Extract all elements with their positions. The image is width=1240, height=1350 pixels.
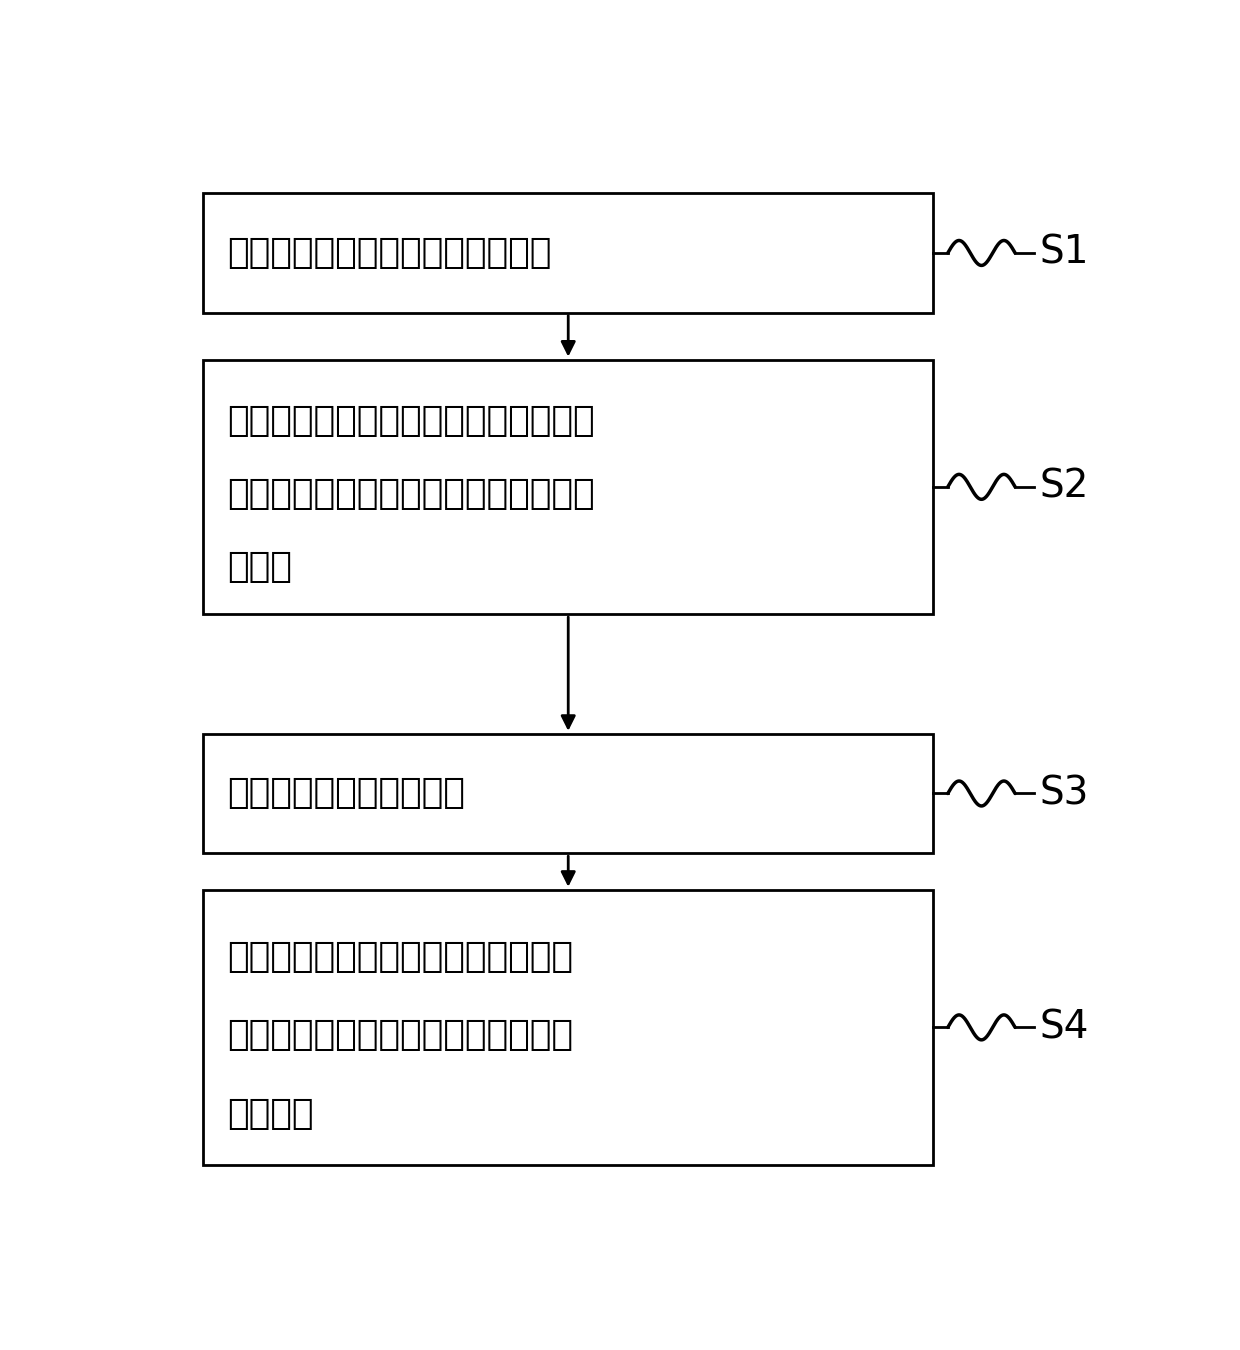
Text: 焊接固定: 焊接固定 — [227, 1098, 314, 1131]
Text: 将测温扣板装配在通孔中: 将测温扣板装配在通孔中 — [227, 776, 465, 810]
Text: 通过电容对铜电极与柔性电极放电，: 通过电容对铜电极与柔性电极放电， — [227, 940, 573, 973]
Text: 内壁上；将柔性电极紧贴在测温扣板的: 内壁上；将柔性电极紧贴在测温扣板的 — [227, 477, 595, 512]
Text: 在金属壳体的待测温位置开设通孔: 在金属壳体的待测温位置开设通孔 — [227, 236, 552, 270]
Text: S1: S1 — [1039, 234, 1089, 271]
Bar — [203, 193, 934, 313]
Bar — [203, 734, 934, 853]
Text: 外壁上: 外壁上 — [227, 549, 291, 585]
Text: S2: S2 — [1039, 468, 1089, 506]
Bar — [203, 890, 934, 1165]
Text: 使测温扣板与金属壳体通过电容储能: 使测温扣板与金属壳体通过电容储能 — [227, 1018, 573, 1052]
Text: S3: S3 — [1039, 775, 1089, 813]
Bar — [203, 359, 934, 614]
Text: S4: S4 — [1039, 1008, 1089, 1046]
Text: 通过铜电极将热电偶固定在测温扣板的: 通过铜电极将热电偶固定在测温扣板的 — [227, 405, 595, 439]
